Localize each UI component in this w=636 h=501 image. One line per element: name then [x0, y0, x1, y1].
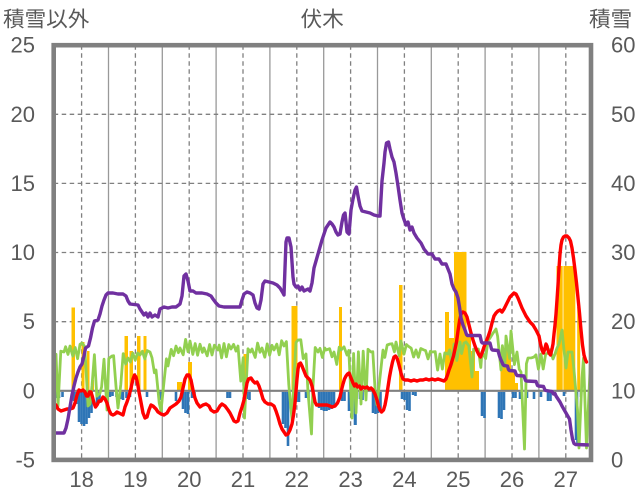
- svg-text:0: 0: [23, 378, 35, 403]
- svg-text:20: 20: [177, 467, 201, 492]
- svg-text:18: 18: [69, 467, 93, 492]
- svg-text:60: 60: [611, 33, 635, 58]
- svg-text:21: 21: [231, 467, 255, 492]
- svg-text:24: 24: [392, 467, 416, 492]
- svg-text:10: 10: [11, 240, 35, 265]
- svg-text:27: 27: [554, 467, 578, 492]
- svg-text:26: 26: [500, 467, 524, 492]
- svg-text:25: 25: [446, 467, 470, 492]
- svg-text:20: 20: [611, 309, 635, 334]
- svg-text:5: 5: [23, 309, 35, 334]
- svg-text:15: 15: [11, 171, 35, 196]
- svg-text:20: 20: [11, 102, 35, 127]
- svg-text:19: 19: [123, 467, 147, 492]
- svg-text:10: 10: [611, 378, 635, 403]
- svg-text:-5: -5: [15, 447, 35, 472]
- svg-text:22: 22: [285, 467, 309, 492]
- svg-text:25: 25: [11, 33, 35, 58]
- svg-text:40: 40: [611, 171, 635, 196]
- svg-text:30: 30: [611, 240, 635, 265]
- svg-text:23: 23: [338, 467, 362, 492]
- svg-text:0: 0: [611, 447, 623, 472]
- svg-text:50: 50: [611, 102, 635, 127]
